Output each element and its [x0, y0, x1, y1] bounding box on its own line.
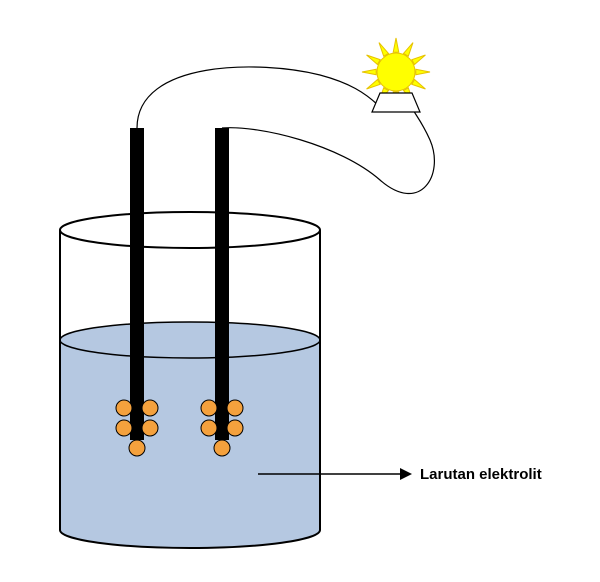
bulb-ray	[379, 43, 389, 57]
ion-bubble	[129, 440, 145, 456]
bulb-core	[377, 53, 415, 91]
label-arrow-head	[400, 468, 412, 480]
beaker-rim	[60, 212, 320, 248]
ion-bubble	[214, 440, 230, 456]
bulb-ray	[367, 55, 381, 65]
electrolyte-solution	[60, 340, 320, 548]
ion-bubble	[227, 400, 243, 416]
bulb-ray	[367, 79, 381, 89]
wire-right	[222, 108, 434, 194]
bulb-ray	[403, 43, 413, 57]
bulb-icon	[362, 38, 430, 112]
solution-label: Larutan elektrolit	[420, 466, 542, 483]
ion-bubble	[227, 420, 243, 436]
ion-bubble	[142, 400, 158, 416]
bulb-ray	[412, 79, 426, 89]
ion-bubble	[116, 420, 132, 436]
wire-left	[137, 67, 378, 128]
electrode-right	[215, 128, 229, 440]
electrode-left	[130, 128, 144, 440]
solution-surface	[60, 322, 320, 358]
bulb-ray	[393, 38, 399, 52]
bulb-ray	[362, 69, 376, 75]
ion-bubble	[201, 420, 217, 436]
electrolysis-diagram	[0, 0, 600, 582]
bulb-ray	[412, 55, 426, 65]
ion-bubble	[142, 420, 158, 436]
bulb-ray	[416, 69, 430, 75]
ion-bubble	[201, 400, 217, 416]
bulb-base	[372, 93, 420, 112]
ion-bubble	[116, 400, 132, 416]
